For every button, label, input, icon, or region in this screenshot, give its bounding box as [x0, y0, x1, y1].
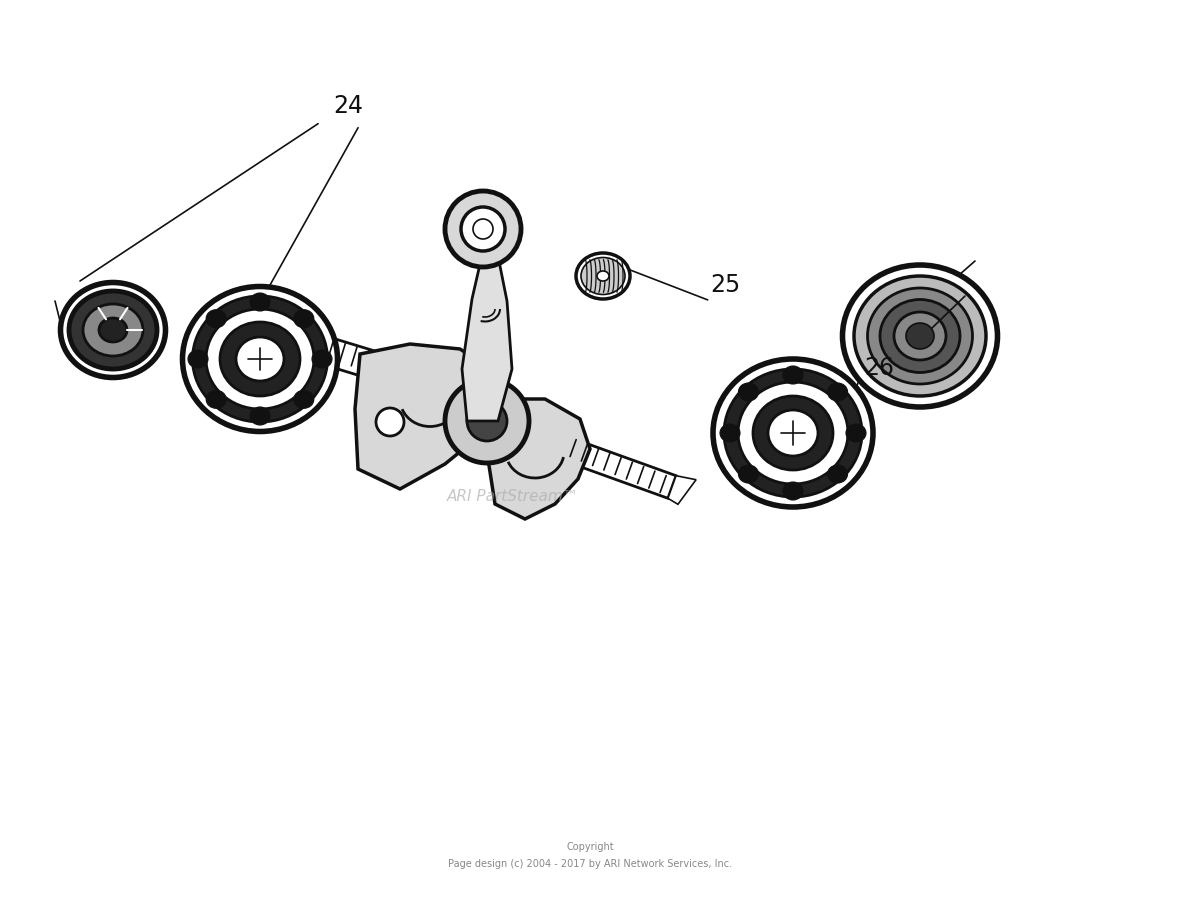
- Polygon shape: [568, 439, 676, 498]
- Circle shape: [461, 207, 505, 251]
- Ellipse shape: [60, 282, 165, 378]
- Ellipse shape: [206, 391, 227, 408]
- Ellipse shape: [206, 310, 227, 328]
- Text: Page design (c) 2004 - 2017 by ARI Network Services, Inc.: Page design (c) 2004 - 2017 by ARI Netwo…: [448, 859, 732, 868]
- Ellipse shape: [183, 287, 337, 432]
- Circle shape: [445, 379, 529, 463]
- Text: 24: 24: [333, 94, 363, 118]
- Ellipse shape: [250, 407, 270, 425]
- Ellipse shape: [768, 410, 818, 456]
- Ellipse shape: [581, 257, 625, 294]
- Circle shape: [445, 191, 522, 267]
- Ellipse shape: [720, 424, 740, 442]
- Polygon shape: [355, 344, 500, 489]
- Ellipse shape: [906, 323, 935, 349]
- Ellipse shape: [739, 465, 759, 483]
- Polygon shape: [463, 251, 512, 421]
- Ellipse shape: [854, 276, 986, 396]
- Ellipse shape: [739, 383, 759, 401]
- Ellipse shape: [68, 291, 157, 369]
- Ellipse shape: [827, 465, 847, 483]
- Ellipse shape: [827, 383, 847, 401]
- Text: Copyright: Copyright: [566, 843, 614, 852]
- Ellipse shape: [880, 300, 961, 372]
- Circle shape: [376, 408, 404, 436]
- Ellipse shape: [219, 322, 300, 396]
- Ellipse shape: [294, 391, 314, 408]
- Text: 25: 25: [710, 273, 741, 297]
- Ellipse shape: [843, 265, 997, 407]
- Ellipse shape: [784, 366, 804, 384]
- Ellipse shape: [576, 253, 630, 299]
- Ellipse shape: [99, 318, 127, 342]
- Polygon shape: [489, 399, 590, 519]
- Ellipse shape: [83, 304, 143, 356]
- Ellipse shape: [206, 309, 314, 409]
- Ellipse shape: [192, 296, 328, 422]
- Ellipse shape: [236, 337, 284, 381]
- Circle shape: [467, 401, 507, 441]
- Text: 26: 26: [864, 356, 894, 380]
- Ellipse shape: [294, 310, 314, 328]
- Circle shape: [473, 219, 493, 239]
- Ellipse shape: [784, 482, 804, 500]
- Ellipse shape: [846, 424, 866, 442]
- Polygon shape: [668, 476, 696, 505]
- Ellipse shape: [753, 396, 833, 470]
- Ellipse shape: [738, 382, 848, 484]
- Text: ARI PartStream™: ARI PartStream™: [447, 489, 579, 504]
- Ellipse shape: [188, 350, 208, 368]
- Ellipse shape: [250, 293, 270, 311]
- Polygon shape: [326, 338, 439, 397]
- Ellipse shape: [725, 369, 863, 497]
- Ellipse shape: [312, 350, 332, 368]
- Ellipse shape: [894, 312, 946, 360]
- Ellipse shape: [597, 271, 609, 281]
- Ellipse shape: [867, 288, 972, 384]
- Ellipse shape: [713, 359, 873, 507]
